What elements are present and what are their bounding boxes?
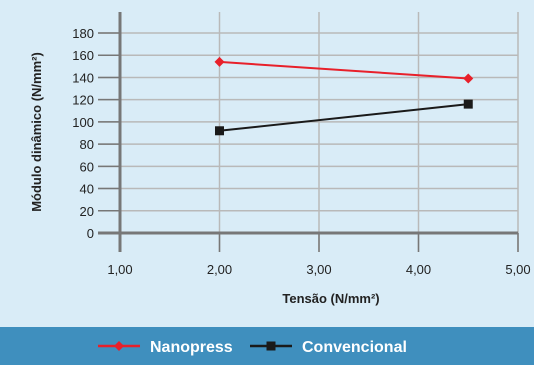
series-line-convencional [219,103,469,132]
y-tick-label: 140 [72,70,94,85]
y-tick-label: 60 [80,159,94,174]
legend-item-convencional: Convencional [250,339,407,356]
y-axis-title: Módulo dinâmico (N/mm²) [29,52,44,212]
y-tick-label: 20 [80,204,94,219]
x-tick-label: 2,00 [207,262,232,277]
legend-marker-nanopress [114,341,124,351]
legend-item-nanopress: Nanopress [98,339,233,356]
legend-graphic: Nanopress Convencional [98,339,407,356]
y-tick-label: 120 [72,93,94,108]
legend-label-nanopress: Nanopress [150,339,233,356]
x-tick-label: 3,00 [306,262,331,277]
y-tick-label: 160 [72,48,94,63]
y-tick-label: 40 [80,182,94,197]
x-tick-label: 1,00 [107,262,132,277]
data-point-nanopress [463,73,474,84]
data-point-nanopress [214,56,225,67]
data-series [214,56,474,136]
x-tick-label: 4,00 [406,262,431,277]
series-nanopress [214,56,474,84]
data-point-convencional [215,126,224,136]
series-convencional [215,99,473,136]
legend-label-convencional: Convencional [302,339,407,356]
legend: Nanopress Convencional [0,327,534,365]
line-chart: 0 20 40 60 80 100 120 140 160 180 1,00 2,00 3,00 4,00… [0,0,534,327]
x-axis-title: Tensão (N/mm²) [282,291,379,306]
x-tick-label: 5,00 [505,262,530,277]
y-tick-label: 0 [87,226,94,241]
y-tick-label: 180 [72,26,94,41]
legend-marker-convencional [266,341,276,351]
y-tick-label: 100 [72,115,94,130]
y-tick-label: 80 [80,137,94,152]
tick-labels: 0 20 40 60 80 100 120 140 160 180 1,00 2,00 3,00 4,00… [72,26,530,277]
data-point-convencional [463,99,473,109]
series-line-nanopress [219,60,469,80]
axes [98,12,519,252]
